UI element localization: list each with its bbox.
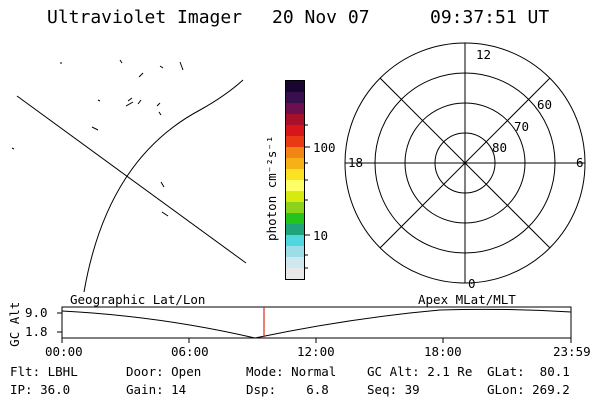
colorbar-swatch xyxy=(286,268,304,279)
timeline-x-ticks xyxy=(61,338,572,343)
timeline-y-ticks xyxy=(57,312,62,333)
colorbar-swatch xyxy=(286,125,304,136)
colorbar-swatch xyxy=(286,158,304,169)
info-gain: Gain: 14 xyxy=(126,382,187,397)
polar-diagonal-2 xyxy=(379,77,551,249)
timeline-frame xyxy=(61,306,572,339)
lat-label-60: 60 xyxy=(537,97,553,112)
colorbar-swatch xyxy=(286,224,304,235)
colorbar-swatch xyxy=(286,202,304,213)
timeline-right-label: Apex MLat/MLT xyxy=(418,292,516,307)
colorbar-swatch xyxy=(286,235,304,246)
mlt-label-6: 6 xyxy=(576,155,584,170)
info-glat: GLat: 80.1 xyxy=(487,364,570,379)
timeline-y-tick-bottom: 1.8 xyxy=(25,324,48,339)
colorbar-swatch xyxy=(286,147,304,158)
colorbar-swatch xyxy=(286,114,304,125)
colorbar-tick-10: 10 xyxy=(313,228,329,243)
timeline-x-tick-1800: 18:00 xyxy=(424,344,462,359)
info-door: Door: Open xyxy=(126,364,202,379)
info-glon: GLon: 269.2 xyxy=(487,382,570,397)
timeline-left-label: Geographic Lat/Lon xyxy=(70,292,206,307)
color-bar xyxy=(285,80,305,280)
colorbar-swatch xyxy=(286,246,304,257)
colorbar-tick-100: 100 xyxy=(313,140,336,155)
mlt-label-18: 18 xyxy=(348,155,364,170)
colorbar-swatch xyxy=(286,92,304,103)
colorbar-swatch xyxy=(286,103,304,114)
lat-label-80: 80 xyxy=(492,140,508,155)
info-mode: Mode: Normal xyxy=(246,364,337,379)
timeline-x-tick-0600: 06:00 xyxy=(171,344,209,359)
map-horizon-arc xyxy=(83,79,244,293)
info-gc-alt: GC Alt: 2.1 Re xyxy=(367,364,473,379)
mlt-label-12: 12 xyxy=(476,47,492,62)
colorbar-swatch xyxy=(286,136,304,147)
colorbar-swatch xyxy=(286,81,304,92)
info-filter: Flt: LBHL xyxy=(10,364,78,379)
coastline-fragments xyxy=(11,59,184,217)
map-meridian-line xyxy=(16,95,247,264)
info-dsp: Dsp: 6.8 xyxy=(246,382,329,397)
info-seq: Seq: 39 xyxy=(367,382,420,397)
instrument-title: Ultraviolet Imager xyxy=(47,7,243,28)
date-label: 20 Nov 07 xyxy=(272,7,370,28)
timeline-x-tick-0000: 00:00 xyxy=(45,344,83,359)
colorbar-swatch xyxy=(286,257,304,268)
colorbar-swatch xyxy=(286,169,304,180)
lat-label-70: 70 xyxy=(514,119,530,134)
altitude-trace xyxy=(61,308,572,339)
timeline-y-tick-top: 9.0 xyxy=(25,305,48,320)
colorbar-swatch xyxy=(286,180,304,191)
timeline-x-tick-1200: 12:00 xyxy=(297,344,335,359)
time-label: 09:37:51 UT xyxy=(430,7,550,28)
info-ip: IP: 36.0 xyxy=(10,382,71,397)
mlt-label-0: 0 xyxy=(468,276,476,291)
timeline-x-tick-2359: 23:59 xyxy=(553,344,591,359)
colorbar-swatch xyxy=(286,191,304,202)
colorbar-swatch xyxy=(286,213,304,224)
